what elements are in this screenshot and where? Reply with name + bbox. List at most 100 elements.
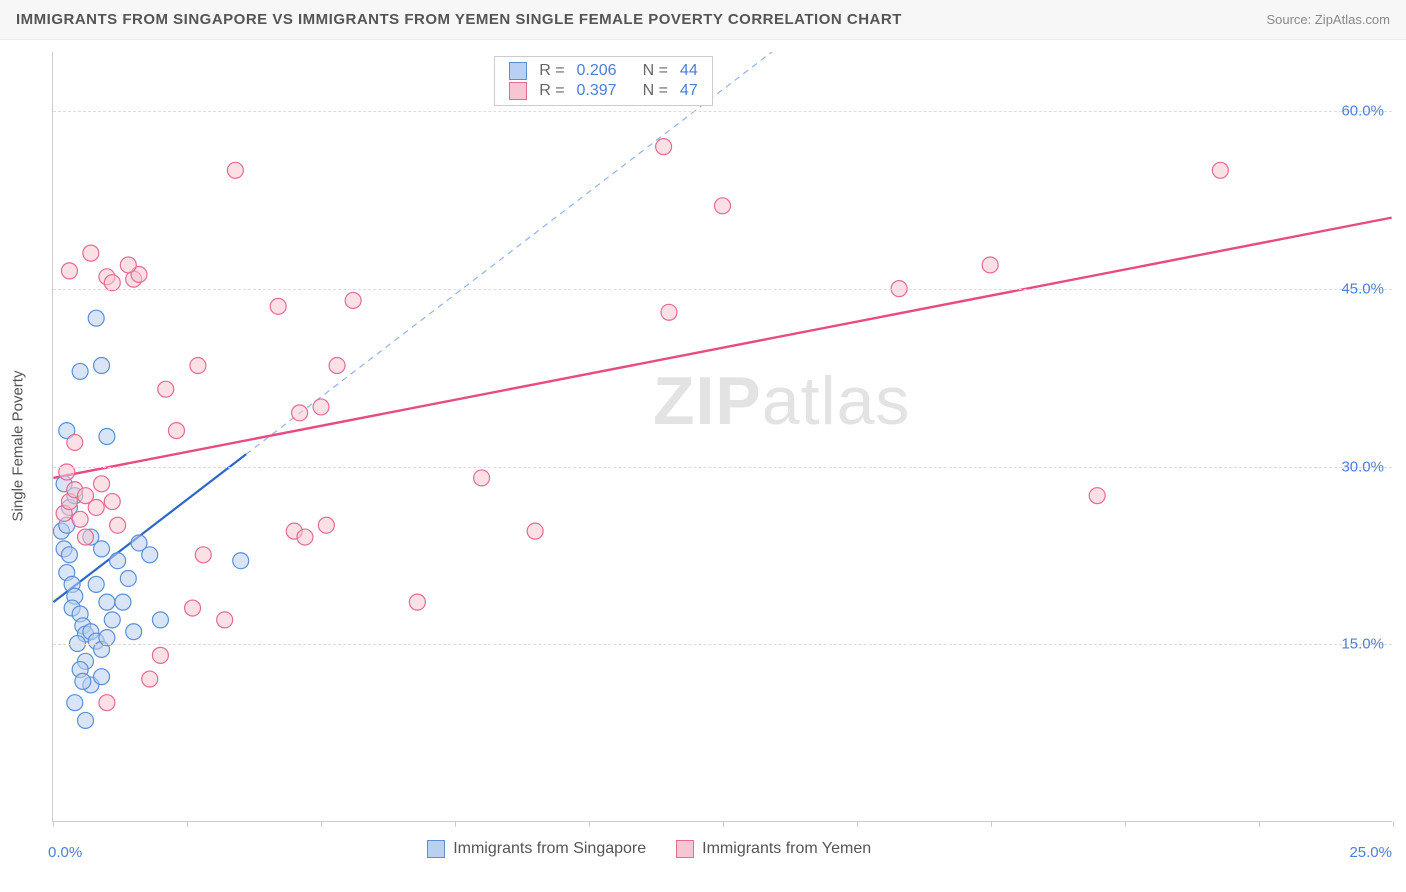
data-point xyxy=(152,612,168,628)
data-point xyxy=(409,594,425,610)
data-point xyxy=(75,618,91,634)
data-point xyxy=(270,298,286,314)
x-tick xyxy=(53,821,54,827)
data-point xyxy=(67,434,83,450)
x-tick xyxy=(321,821,322,827)
data-point xyxy=(99,269,115,285)
y-tick-label: 15.0% xyxy=(1341,636,1384,653)
legend-series: Immigrants from Singapore Immigrants from… xyxy=(427,840,871,858)
data-point xyxy=(152,647,168,663)
legend-swatch xyxy=(676,840,694,858)
data-point xyxy=(99,594,115,610)
data-point xyxy=(67,695,83,711)
data-point xyxy=(185,600,201,616)
data-point xyxy=(61,263,77,279)
x-tick xyxy=(1259,821,1260,827)
data-point xyxy=(72,662,88,678)
legend-n-value: 44 xyxy=(674,61,704,81)
legend-swatch xyxy=(509,62,527,80)
data-point xyxy=(131,535,147,551)
x-tick xyxy=(589,821,590,827)
data-point xyxy=(61,499,77,515)
x-tick xyxy=(187,821,188,827)
data-point xyxy=(94,669,110,685)
source-label: Source: xyxy=(1266,12,1314,27)
gridline-horizontal xyxy=(53,111,1392,112)
data-point xyxy=(110,517,126,533)
data-point xyxy=(286,523,302,539)
x-tick xyxy=(455,821,456,827)
legend-swatch xyxy=(509,82,527,100)
data-point xyxy=(77,626,93,642)
data-point xyxy=(77,712,93,728)
watermark-bold: ZIP xyxy=(653,363,762,439)
data-point xyxy=(88,633,104,649)
data-point xyxy=(1212,162,1228,178)
svg-overlay xyxy=(53,52,1392,821)
legend-n-label: N = xyxy=(637,61,674,81)
x-tick xyxy=(1125,821,1126,827)
data-point xyxy=(56,476,72,492)
data-point xyxy=(292,405,308,421)
data-point xyxy=(527,523,543,539)
data-point xyxy=(72,363,88,379)
data-point xyxy=(77,529,93,545)
data-point xyxy=(83,677,99,693)
x-tick-label: 0.0% xyxy=(48,844,82,861)
gridline-horizontal xyxy=(53,467,1392,468)
legend-label: Immigrants from Singapore xyxy=(453,840,646,858)
x-tick xyxy=(1393,821,1394,827)
data-point xyxy=(297,529,313,545)
data-point xyxy=(59,423,75,439)
data-point xyxy=(318,517,334,533)
data-point xyxy=(59,565,75,581)
data-point xyxy=(77,653,93,669)
data-point xyxy=(227,162,243,178)
data-point xyxy=(99,630,115,646)
data-point xyxy=(56,541,72,557)
legend-row: R =0.397N =47 xyxy=(503,81,704,101)
y-axis-label: Single Female Poverty xyxy=(10,371,27,522)
legend-r-label: R = xyxy=(533,61,570,81)
x-tick-label: 25.0% xyxy=(1349,844,1392,861)
data-point xyxy=(115,594,131,610)
source-name: ZipAtlas.com xyxy=(1315,12,1390,27)
data-point xyxy=(345,292,361,308)
legend-r-label: R = xyxy=(533,81,570,101)
data-point xyxy=(982,257,998,273)
trend-line xyxy=(53,218,1391,478)
data-point xyxy=(94,541,110,557)
y-tick-label: 30.0% xyxy=(1341,458,1384,475)
chart-title: IMMIGRANTS FROM SINGAPORE VS IMMIGRANTS … xyxy=(16,11,902,28)
x-tick xyxy=(857,821,858,827)
legend-label: Immigrants from Yemen xyxy=(702,840,871,858)
data-point xyxy=(64,600,80,616)
data-point xyxy=(104,494,120,510)
trend-line xyxy=(53,454,246,602)
data-point xyxy=(474,470,490,486)
data-point xyxy=(67,588,83,604)
legend-correlation: R =0.206 N =44R =0.397N =47 xyxy=(494,56,713,106)
data-point xyxy=(131,266,147,282)
title-bar: IMMIGRANTS FROM SINGAPORE VS IMMIGRANTS … xyxy=(0,0,1406,40)
data-point xyxy=(142,671,158,687)
data-point xyxy=(313,399,329,415)
data-point xyxy=(233,553,249,569)
data-point xyxy=(656,139,672,155)
data-point xyxy=(99,695,115,711)
data-point xyxy=(53,523,69,539)
legend-r-value: 0.206 xyxy=(571,61,623,81)
legend-item: Immigrants from Singapore xyxy=(427,840,646,858)
legend-n-value: 47 xyxy=(674,81,704,101)
data-point xyxy=(217,612,233,628)
y-tick-label: 60.0% xyxy=(1341,103,1384,120)
watermark-rest: atlas xyxy=(762,363,911,439)
source-attribution: Source: ZipAtlas.com xyxy=(1266,12,1390,27)
data-point xyxy=(67,488,83,504)
data-point xyxy=(120,570,136,586)
gridline-horizontal xyxy=(53,644,1392,645)
data-point xyxy=(72,511,88,527)
trend-line-extrapolated xyxy=(246,52,803,454)
plot-area: ZIPatlas 15.0%30.0%45.0%60.0% xyxy=(52,52,1392,822)
gridline-horizontal xyxy=(53,289,1392,290)
